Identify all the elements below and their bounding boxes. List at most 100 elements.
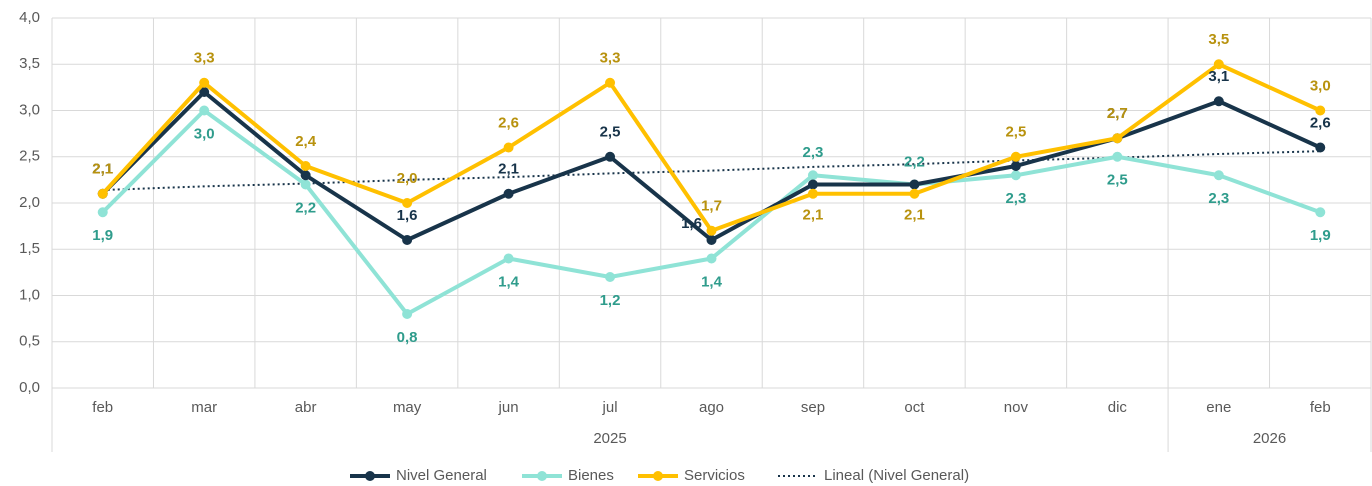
point: [1213, 96, 1224, 107]
point: [199, 77, 210, 88]
data-label: 2,3: [1005, 190, 1026, 207]
data-label: 2,1: [498, 161, 519, 178]
point: [909, 179, 920, 190]
point: [402, 235, 413, 245]
x-tick-label: feb: [1310, 399, 1331, 416]
point: [402, 198, 413, 208]
point: [807, 188, 818, 199]
data-label: 3,0: [194, 125, 215, 142]
data-label: 3,3: [600, 50, 621, 67]
x-tick-label: may: [393, 399, 422, 416]
point: [605, 272, 616, 282]
x-tick-label: sep: [801, 399, 825, 416]
x-tick-label: mar: [191, 399, 217, 416]
data-label: 2,2: [295, 199, 316, 216]
data-label: 2,5: [1107, 172, 1128, 189]
data-label: 2,3: [1208, 190, 1229, 207]
data-label: 2,1: [92, 161, 113, 178]
data-label: 2,1: [803, 207, 824, 224]
x-tick-label: oct: [904, 399, 925, 416]
point: [1315, 105, 1326, 116]
data-label: 1,6: [397, 207, 418, 224]
point: [1010, 151, 1021, 162]
series-line: [101, 90, 1322, 242]
x-tick-label: nov: [1004, 399, 1029, 416]
point: [1315, 207, 1326, 218]
point: [1213, 59, 1224, 70]
point: [1213, 170, 1224, 181]
point: [706, 253, 717, 264]
x-tick-label: ago: [699, 399, 724, 416]
x-tick-label: feb: [92, 399, 113, 416]
x-group-label: 2026: [1253, 430, 1286, 447]
data-label: 1,4: [701, 273, 723, 290]
point: [503, 142, 514, 153]
data-label: 2,2: [904, 153, 925, 170]
data-label: 3,3: [194, 50, 215, 67]
point: [402, 309, 413, 319]
data-label: 1,9: [1310, 227, 1331, 244]
data-label: 1,7: [701, 198, 722, 215]
data-label: 3,1: [1208, 68, 1229, 85]
y-tick-label: 3,5: [19, 55, 40, 72]
x-tick-label: jul: [602, 399, 618, 416]
point: [1112, 133, 1123, 144]
point: [97, 207, 108, 218]
x-group-label: 2025: [593, 430, 626, 447]
data-label: 2,4: [295, 133, 317, 150]
data-label: 2,5: [600, 124, 621, 141]
data-label: 2,1: [904, 207, 925, 224]
data-label: 2,5: [1005, 124, 1026, 141]
data-label: 2,6: [1310, 114, 1331, 131]
y-tick-label: 2,0: [19, 194, 40, 211]
legend-marker: [537, 471, 547, 481]
point: [605, 151, 616, 162]
data-label: 0,8: [397, 329, 418, 346]
point: [300, 179, 311, 190]
data-label: 1,4: [498, 273, 520, 290]
point: [605, 77, 616, 88]
point: [97, 188, 108, 199]
data-label: 1,9: [92, 227, 113, 244]
data-label: 2,7: [1107, 105, 1128, 122]
data-label: 1,6: [681, 215, 702, 232]
point: [199, 105, 210, 116]
data-label: 3,0: [1310, 77, 1331, 94]
x-tick-label: ene: [1206, 399, 1231, 416]
point: [1010, 161, 1021, 171]
y-tick-label: 4,0: [19, 9, 40, 26]
y-tick-label: 2,5: [19, 148, 40, 165]
point: [1112, 151, 1123, 162]
x-tick-label: dic: [1108, 399, 1128, 416]
x-tick-label: jun: [498, 399, 519, 416]
point: [503, 253, 514, 264]
data-label: 2,3: [803, 144, 824, 161]
x-tick-label: abr: [295, 399, 317, 416]
data-label: 2,7: [1107, 105, 1128, 122]
point: [1315, 142, 1326, 153]
legend-marker: [653, 471, 663, 481]
point: [706, 225, 717, 236]
point: [503, 188, 514, 199]
y-tick-label: 0,5: [19, 333, 40, 350]
legend-marker: [365, 471, 375, 481]
point: [1010, 170, 1021, 181]
y-tick-label: 1,5: [19, 240, 40, 257]
point: [909, 188, 920, 199]
point: [300, 161, 311, 171]
legend-label: Bienes: [568, 467, 614, 484]
data-label: 3,5: [1208, 31, 1229, 48]
data-label: 2,0: [397, 170, 418, 187]
y-tick-label: 0,0: [19, 379, 40, 396]
point: [300, 170, 311, 181]
point: [807, 170, 818, 181]
y-tick-label: 1,0: [19, 286, 40, 303]
legend-label: Servicios: [684, 467, 745, 484]
legend-label: Nivel General: [396, 467, 487, 484]
point: [706, 235, 717, 245]
data-label: 1,2: [600, 292, 621, 309]
data-label: 2,1: [92, 161, 113, 178]
legend-label: Lineal (Nivel General): [824, 467, 969, 484]
point: [807, 179, 818, 190]
